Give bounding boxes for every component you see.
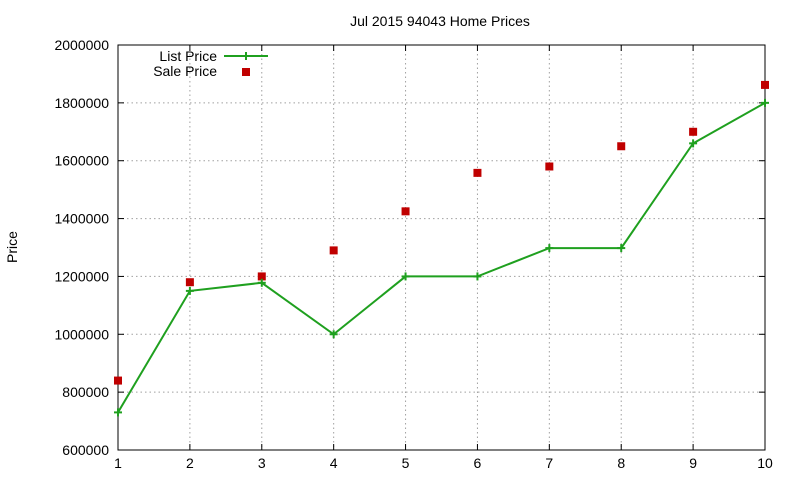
tick-labels: 1 2 3 4 5 6 7 8 9 10 600000 800000 1000000 1200000 140… <box>54 37 773 471</box>
y-tick-label: 2000000 <box>54 37 109 53</box>
sale-price-point <box>114 376 122 385</box>
list-price-point <box>473 272 482 281</box>
legend-label-sale-price: Sale Price <box>153 63 217 79</box>
sale-price-point <box>761 80 769 89</box>
y-tick-label: 1200000 <box>54 268 109 284</box>
x-tick-label: 5 <box>402 455 410 471</box>
y-tick-label: 1000000 <box>54 326 109 342</box>
x-tick-label: 3 <box>258 455 266 471</box>
legend-marker-list-price <box>242 52 250 60</box>
x-tick-label: 7 <box>545 455 553 471</box>
plot-frame <box>117 44 766 451</box>
list-price-line <box>117 101 766 413</box>
y-tick-label: 1400000 <box>54 211 109 227</box>
sale-price-point <box>257 272 266 281</box>
list-price-point <box>617 244 626 253</box>
sale-price-point <box>617 142 626 151</box>
sale-price-point <box>401 207 410 216</box>
y-tick-label: 1800000 <box>54 95 109 111</box>
x-tick-label: 2 <box>186 455 194 471</box>
x-tick-label: 4 <box>330 455 338 471</box>
list-price-point <box>329 330 338 339</box>
list-price-point <box>185 286 194 295</box>
x-tick-label: 10 <box>757 455 773 471</box>
list-price-point <box>114 408 122 417</box>
list-price-point <box>545 244 554 253</box>
ticks <box>117 44 766 451</box>
y-tick-label: 600000 <box>62 442 109 458</box>
chart-title: Jul 2015 94043 Home Prices <box>350 13 530 29</box>
sale-price-point <box>185 278 194 287</box>
list-price-point <box>401 272 410 281</box>
list-price-point <box>257 278 266 287</box>
x-tick-label: 9 <box>689 455 697 471</box>
sale-price-point <box>329 246 338 255</box>
y-tick-label: 1600000 <box>54 153 109 169</box>
sale-price-point <box>545 162 554 171</box>
sale-price-point <box>689 127 698 136</box>
y-axis-label: Price <box>4 231 20 263</box>
series-layer <box>114 80 769 417</box>
sale-price-point <box>473 168 482 177</box>
list-price-point <box>689 139 698 148</box>
y-tick-label: 800000 <box>62 384 109 400</box>
x-tick-label: 6 <box>474 455 482 471</box>
x-tick-label: 8 <box>617 455 625 471</box>
grid <box>118 45 765 450</box>
legend-swatch-sale-price <box>242 68 250 76</box>
list-price-point <box>761 98 769 107</box>
x-tick-label: 1 <box>114 455 122 471</box>
legend-label-list-price: List Price <box>159 48 217 64</box>
